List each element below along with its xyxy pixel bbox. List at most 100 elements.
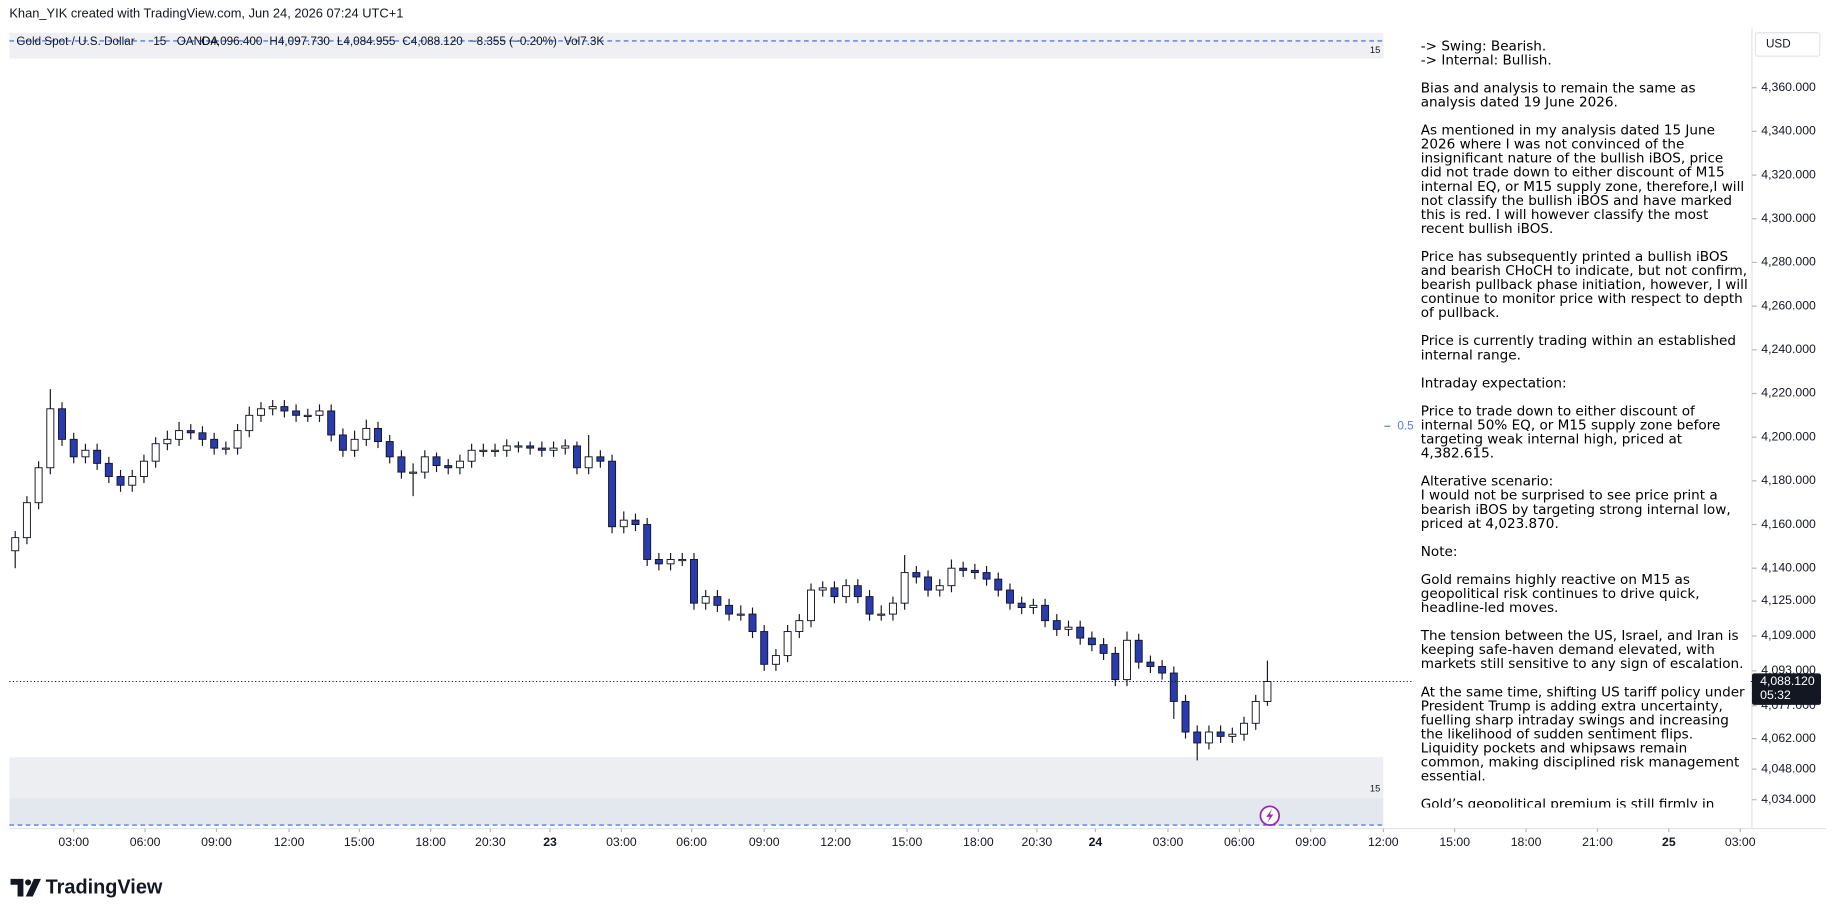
candle-body: [947, 567, 956, 587]
candle-body: [327, 410, 336, 436]
candle-body: [46, 408, 55, 469]
note-paragraph: Price to trade down to either discount o…: [1421, 404, 1749, 460]
candle-body: [842, 585, 851, 598]
x-tick-label: 18:00: [1511, 835, 1542, 849]
candle-body: [713, 596, 722, 606]
note-paragraph: Price is currently trading within an est…: [1421, 334, 1749, 362]
candle-body: [865, 596, 874, 615]
candle-body: [572, 445, 581, 469]
candle-body: [69, 438, 78, 458]
candle-body: [970, 569, 979, 574]
x-tick-label: 18:00: [415, 835, 446, 849]
candle-body: [1099, 644, 1108, 654]
candle-body: [608, 460, 617, 528]
candle-body: [455, 460, 464, 469]
currency-box[interactable]: [1754, 32, 1821, 57]
candle-body: [93, 449, 102, 464]
candle-body: [315, 410, 324, 416]
y-tick-label: 4,125.000: [1761, 593, 1816, 607]
candle-body: [1181, 700, 1190, 733]
x-tick-label: 24: [1089, 835, 1103, 849]
bottom-band: [9, 757, 1384, 799]
y-tick-label: 4,140.000: [1761, 560, 1816, 574]
candle-body: [619, 519, 628, 528]
candle-body: [643, 524, 652, 560]
y-tick-label: 4,220.000: [1761, 386, 1816, 400]
candle-body: [1216, 731, 1225, 737]
logo-dot: [25, 879, 32, 886]
candle-body: [350, 438, 359, 451]
note-line: At the same time, shifting US tariff pol…: [1420, 683, 1745, 785]
candle-body: [1076, 626, 1085, 639]
candle-body: [444, 465, 453, 469]
x-tick-label: 09:00: [749, 835, 780, 849]
candle-body: [736, 613, 745, 616]
y-tick-label: 4,034.000: [1761, 792, 1816, 806]
note-line: -> Swing: Bearish.: [1420, 37, 1547, 54]
candle-body: [11, 537, 20, 552]
candle-body: [151, 443, 160, 462]
legend-value: C4,088.120: [402, 35, 463, 48]
note-line: Gold’s geopolitical premium is still fir…: [1420, 795, 1715, 808]
note-paragraph: Note:: [1421, 544, 1749, 558]
candle-body: [1134, 639, 1143, 663]
x-tick-label: 12:00: [274, 835, 305, 849]
x-tick-label: 03:00: [1725, 835, 1756, 849]
legend-values: O4,096.400 H4,097.730 L4,084.955 C4,088.120…: [201, 35, 604, 48]
candle-body: [900, 572, 909, 604]
candle-body: [58, 408, 67, 440]
legend-value: Vol7.3K: [564, 35, 604, 48]
candle-body: [690, 559, 698, 604]
candle-body: [175, 430, 184, 440]
note-line: Price has subsequently printed a bullish…: [1420, 248, 1748, 321]
brand: TradingView: [46, 877, 163, 899]
candle-body: [1052, 620, 1061, 630]
brand-logo: TradingView: [10, 877, 163, 899]
x-tick-label: 09:00: [1295, 835, 1326, 849]
candle-body: [807, 589, 815, 622]
candle-body: [760, 631, 769, 665]
y-tick-label: 4,160.000: [1761, 517, 1816, 531]
note-paragraph: Alterative scenario: I would not be surpr…: [1421, 474, 1749, 530]
candle-body: [959, 567, 968, 571]
candle-body: [210, 438, 219, 449]
candle-body: [818, 587, 827, 591]
countdown: 05:32: [1760, 688, 1791, 702]
note-paragraph: The tension between the US, Israel, and …: [1421, 628, 1749, 670]
candle-body: [994, 578, 1003, 591]
candle-body: [432, 456, 441, 467]
candle-body: [1204, 731, 1213, 744]
note-line: I would not be surprised to see price pr…: [1420, 486, 1731, 532]
candle-body: [467, 449, 476, 462]
note-paragraph: Price has subsequently printed a bullish…: [1421, 249, 1749, 319]
candle-body: [163, 438, 172, 445]
candle-body: [268, 406, 277, 410]
note-paragraph: At the same time, shifting US tariff pol…: [1421, 685, 1749, 783]
candle-body: [221, 447, 230, 450]
note-line: Intraday expectation:: [1420, 374, 1567, 391]
candle-body: [1087, 637, 1096, 646]
x-tick-label: 15:00: [892, 835, 923, 849]
note-paragraph: Gold’s geopolitical premium is still fir…: [1421, 797, 1749, 808]
candle-body: [397, 456, 406, 473]
last-price-box: [1751, 673, 1821, 705]
candle-body: [1251, 700, 1260, 724]
note-paragraph: -> Swing: Bearish. -> Internal: Bullish.: [1421, 39, 1749, 67]
y-tick-label: 4,300.000: [1761, 211, 1816, 225]
candle-body: [1029, 604, 1038, 608]
candle-body: [725, 604, 734, 615]
candle-body: [1169, 672, 1178, 702]
candle-body: [22, 502, 31, 539]
x-tick-label: 25: [1662, 835, 1676, 849]
y-tick-label: 4,340.000: [1761, 124, 1816, 138]
logo-mark: [10, 878, 24, 897]
x-tick-label: 06:00: [1224, 835, 1255, 849]
candle-body: [128, 476, 137, 486]
candle-body: [81, 449, 90, 458]
legend-band: [9, 32, 1384, 59]
candle-body: [1123, 639, 1131, 681]
x-tick-label: 23: [543, 835, 557, 849]
candle-body: [420, 456, 429, 473]
attribution: Khan_YIK created with TradingView.com, J…: [9, 5, 403, 20]
note-paragraph: Bias and analysis to remain the same as …: [1421, 81, 1749, 109]
